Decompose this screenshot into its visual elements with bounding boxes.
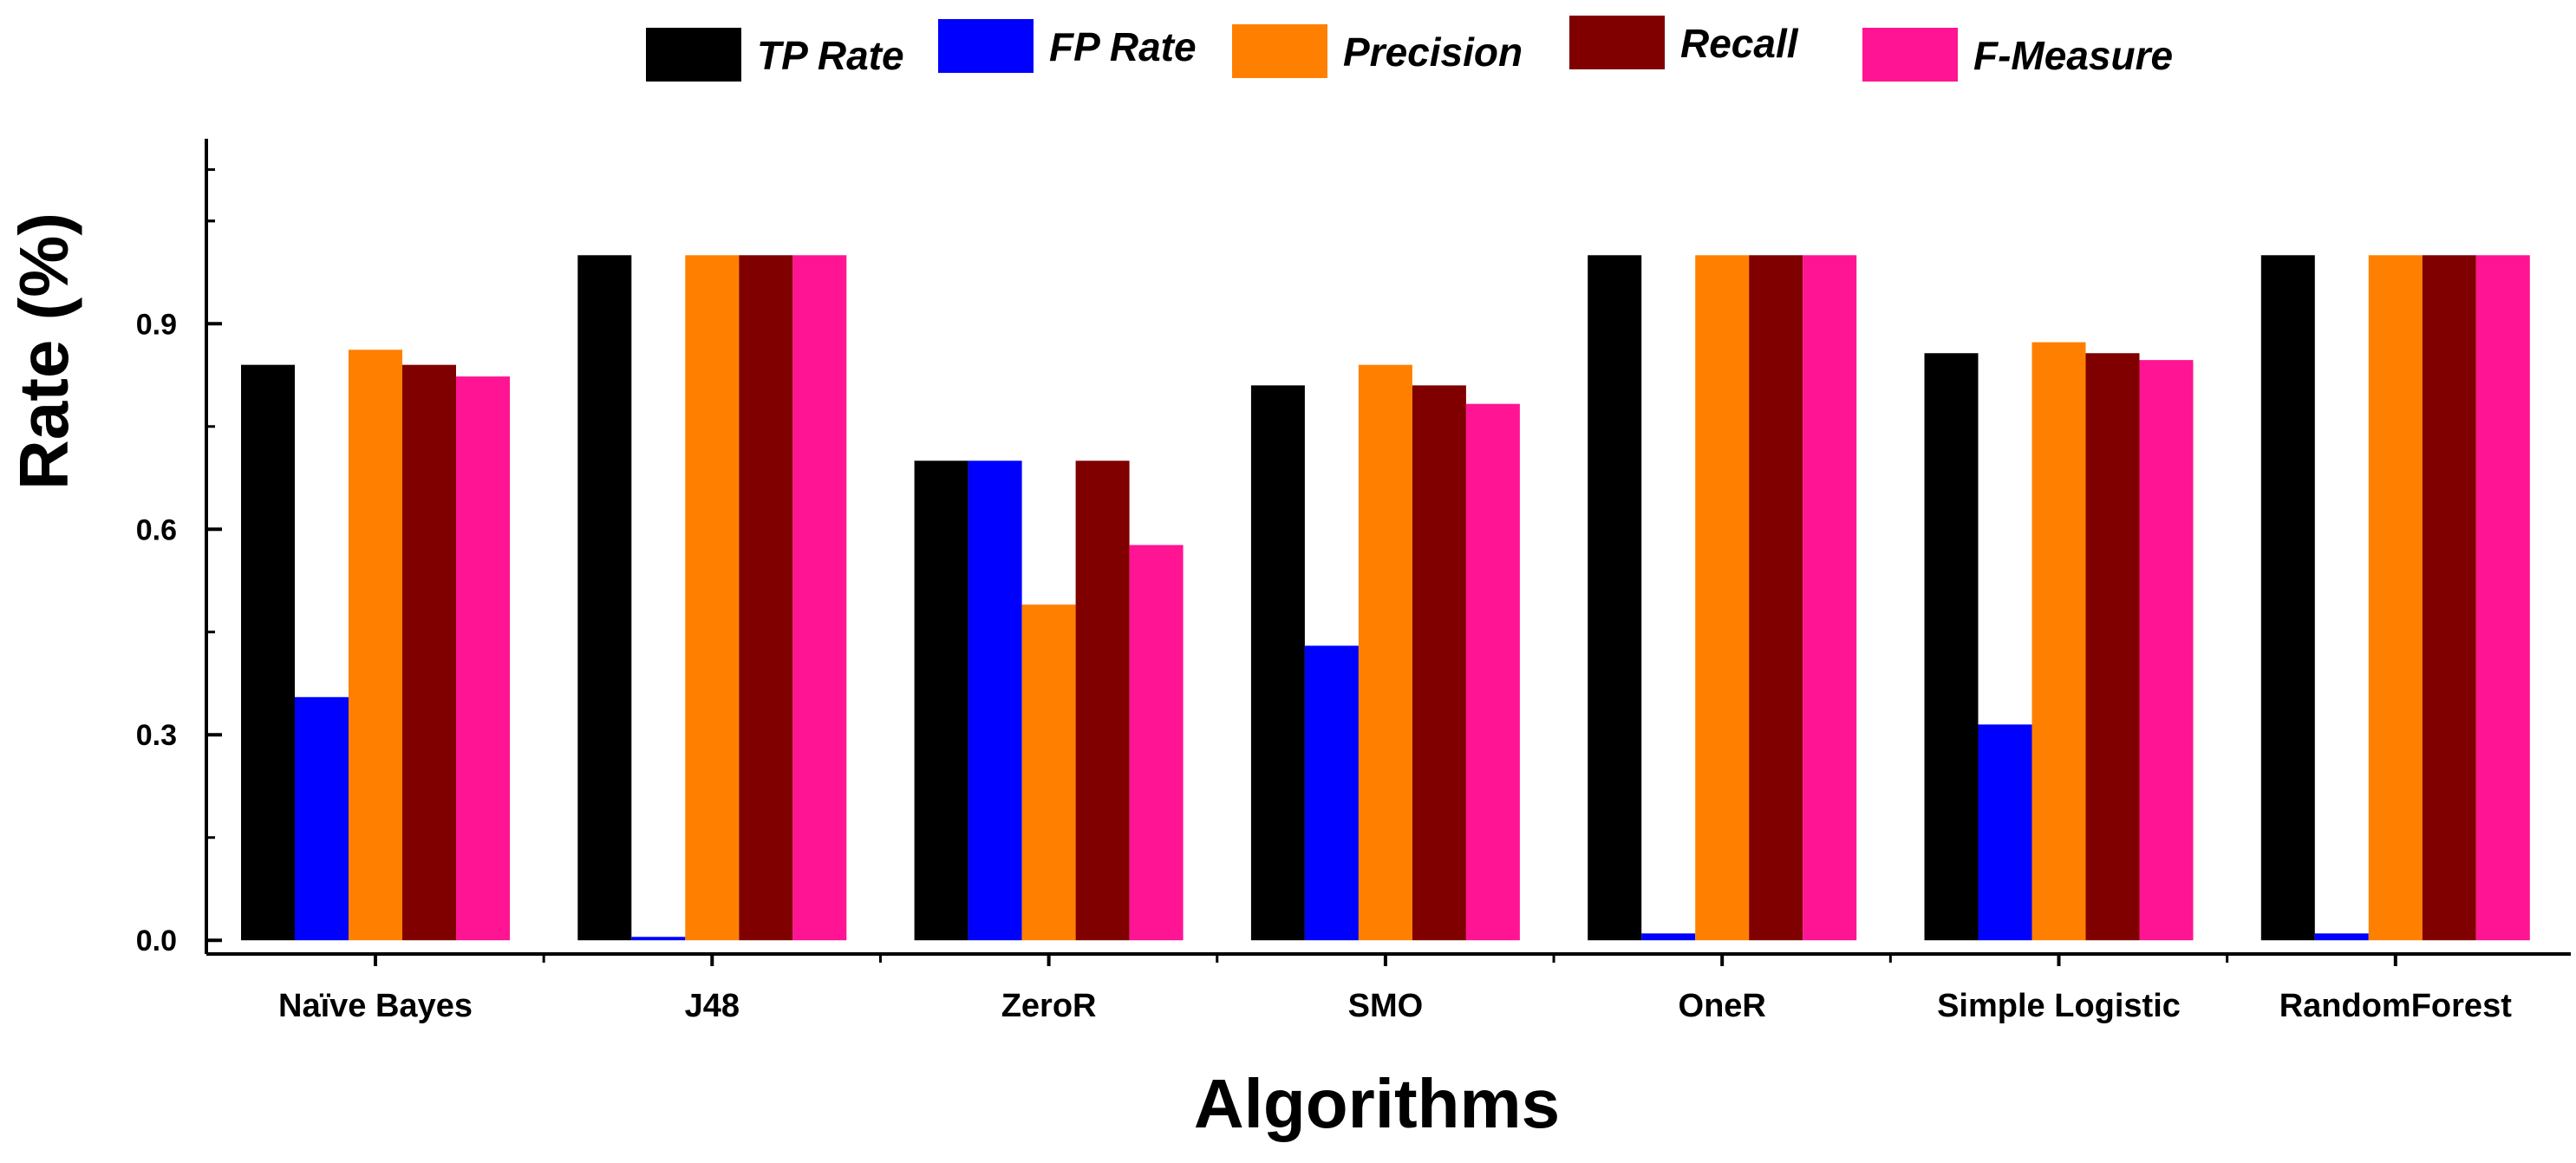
y-tick-label: 0.3 xyxy=(136,719,177,752)
bar-precision-3 xyxy=(1358,364,1412,941)
bar-tp-rate-0 xyxy=(241,364,295,941)
bar-precision-2 xyxy=(1021,604,1076,941)
bar-tp-rate-1 xyxy=(577,255,632,941)
bar-recall-3 xyxy=(1412,385,1466,941)
bar-fp-rate-3 xyxy=(1304,645,1359,941)
bar-fp-rate-4 xyxy=(1641,933,1696,941)
legend-swatch-fp-rate xyxy=(938,19,1034,73)
legend-label: F-Measure xyxy=(1973,33,2173,78)
bar-f-measure-0 xyxy=(456,376,510,941)
bar-recall-2 xyxy=(1075,461,1130,941)
bar-fp-rate-2 xyxy=(968,461,1022,941)
x-tick-label: ZeroR xyxy=(1001,988,1097,1024)
bar-recall-0 xyxy=(402,364,456,941)
x-tick-label: SMO xyxy=(1348,988,1424,1024)
legend-swatch-f-measure xyxy=(1862,28,1958,82)
bar-recall-6 xyxy=(2422,255,2476,941)
y-tick-label: 0.6 xyxy=(136,513,177,546)
bar-recall-1 xyxy=(739,255,793,941)
legend-label: Precision xyxy=(1343,29,1523,75)
bar-f-measure-3 xyxy=(1465,403,1520,941)
legend-label: Recall xyxy=(1680,21,1799,66)
bar-tp-rate-5 xyxy=(1924,353,1979,941)
y-axis-label: Rate (%) xyxy=(5,212,82,490)
bar-fp-rate-1 xyxy=(631,937,686,941)
bar-f-measure-2 xyxy=(1129,545,1184,941)
bar-f-measure-4 xyxy=(1803,255,1857,941)
x-tick-label: OneR xyxy=(1679,988,1766,1024)
bar-fp-rate-6 xyxy=(2314,933,2369,941)
bar-precision-5 xyxy=(2031,342,2086,941)
bar-f-measure-5 xyxy=(2139,360,2194,941)
legend-swatch-tp-rate xyxy=(646,28,741,82)
bar-precision-4 xyxy=(1695,255,1750,941)
bar-fp-rate-0 xyxy=(295,696,349,941)
x-tick-label: RandomForest xyxy=(2279,988,2512,1024)
bar-tp-rate-2 xyxy=(914,461,968,941)
legend-swatch-recall xyxy=(1569,16,1665,69)
bar-tp-rate-6 xyxy=(2260,255,2315,941)
x-axis-label: Algorithms xyxy=(1194,1065,1560,1142)
bar-f-measure-1 xyxy=(792,255,847,941)
bar-precision-1 xyxy=(685,255,740,941)
legend-label: FP Rate xyxy=(1049,24,1197,69)
bar-recall-5 xyxy=(2085,353,2140,941)
bar-tp-rate-3 xyxy=(1250,385,1305,941)
bar-tp-rate-4 xyxy=(1588,255,1642,941)
x-tick-label: Naïve Bayes xyxy=(278,988,473,1024)
x-tick-label: Simple Logistic xyxy=(1937,988,2181,1024)
bar-recall-4 xyxy=(1749,255,1803,941)
legend-label: TP Rate xyxy=(757,33,904,78)
bar-precision-0 xyxy=(349,350,402,941)
legend: TP Rate FP Rate Precision Recall F-Measure xyxy=(646,16,2173,82)
bar-precision-6 xyxy=(2368,255,2423,941)
bar-fp-rate-5 xyxy=(1978,724,2032,941)
y-tick-label: 0.9 xyxy=(136,308,177,341)
legend-swatch-precision xyxy=(1232,24,1327,78)
x-tick-label: J48 xyxy=(685,988,740,1024)
bar-f-measure-6 xyxy=(2475,255,2530,941)
y-tick-label: 0.0 xyxy=(136,925,177,957)
plot-area: 0.0 0.3 0.6 0.9 Naïve Bayes J48 ZeroR SMO OneR Si… xyxy=(136,139,2571,1024)
